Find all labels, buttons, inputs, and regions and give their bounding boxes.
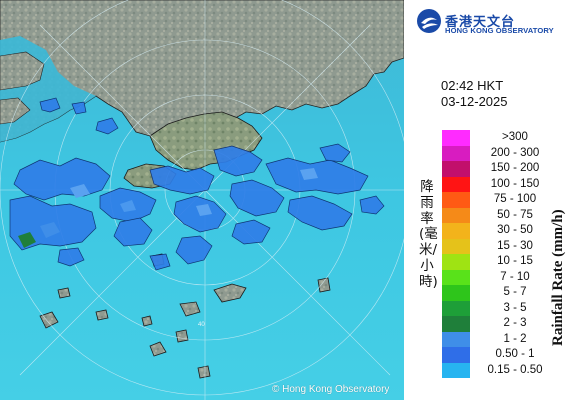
legend-title-cn: 降雨率(毫米/小時) — [419, 179, 438, 290]
legend-color-scale — [442, 130, 470, 378]
radar-map: 40 © Hong Kong Observatory — [0, 0, 404, 400]
legend-label: 3 - 5 — [503, 301, 527, 314]
legend-swatch — [442, 192, 470, 208]
legend-swatch — [442, 331, 470, 347]
legend-swatch — [442, 130, 470, 146]
range-ring-label: 40 — [198, 322, 205, 328]
legend-label: 100 - 150 — [490, 177, 540, 190]
hko-logo: 香港天文台 HONG KONG OBSERVATORY — [414, 6, 574, 40]
legend-label: 200 - 300 — [490, 146, 540, 159]
legend-swatch — [442, 176, 470, 192]
org-name-cn: 香港天文台 — [445, 15, 516, 30]
legend-title-en: Rainfall Rate (mm/h) — [550, 209, 566, 346]
legend-swatch — [442, 347, 470, 363]
legend-label: 75 - 100 — [493, 193, 537, 205]
legend-label: 0.50 - 1 — [495, 348, 535, 360]
west-peninsula — [0, 97, 31, 125]
legend-label: >300 — [502, 131, 528, 143]
legend-swatch — [442, 316, 470, 332]
observation-time: 02:42 HKT — [441, 78, 504, 93]
legend-panel: 香港天文台 HONG KONG OBSERVATORY 02:42 HKT 03… — [404, 0, 577, 400]
org-name-en: HONG KONG OBSERVATORY — [445, 26, 554, 35]
legend-swatch — [442, 223, 470, 239]
legend-label: 10 - 15 — [497, 255, 533, 267]
legend-label: 15 - 30 — [497, 239, 533, 252]
legend-swatch — [442, 161, 470, 177]
legend-swatch — [442, 269, 470, 285]
legend-swatch — [442, 362, 470, 378]
legend-label: 7 - 10 — [500, 270, 530, 283]
west-bank — [0, 51, 45, 91]
legend-label: 0.15 - 0.50 — [487, 363, 543, 376]
legend-swatch — [442, 285, 470, 301]
legend-swatch — [442, 300, 470, 316]
hko-emblem-icon — [417, 9, 441, 33]
legend-label: 150 - 200 — [490, 162, 540, 174]
legend-swatch — [442, 145, 470, 161]
legend-label: 2 - 3 — [503, 317, 527, 329]
legend-swatch — [442, 238, 470, 254]
legend-swatch — [442, 254, 470, 270]
rain-cores — [18, 168, 318, 248]
observation-date: 03-12-2025 — [441, 94, 508, 109]
legend-label: 1 - 2 — [503, 332, 527, 345]
legend-label: 50 - 75 — [497, 208, 533, 221]
legend-label: 5 - 7 — [503, 286, 527, 298]
legend-labels: >300 200 - 300 150 - 200 100 - 150 75 - 100 5… — [478, 130, 552, 378]
legend-swatch — [442, 207, 470, 223]
radar-map-canvas — [0, 0, 404, 400]
copyright-notice: © Hong Kong Observatory — [272, 384, 390, 395]
legend-label: 30 - 50 — [497, 224, 533, 236]
